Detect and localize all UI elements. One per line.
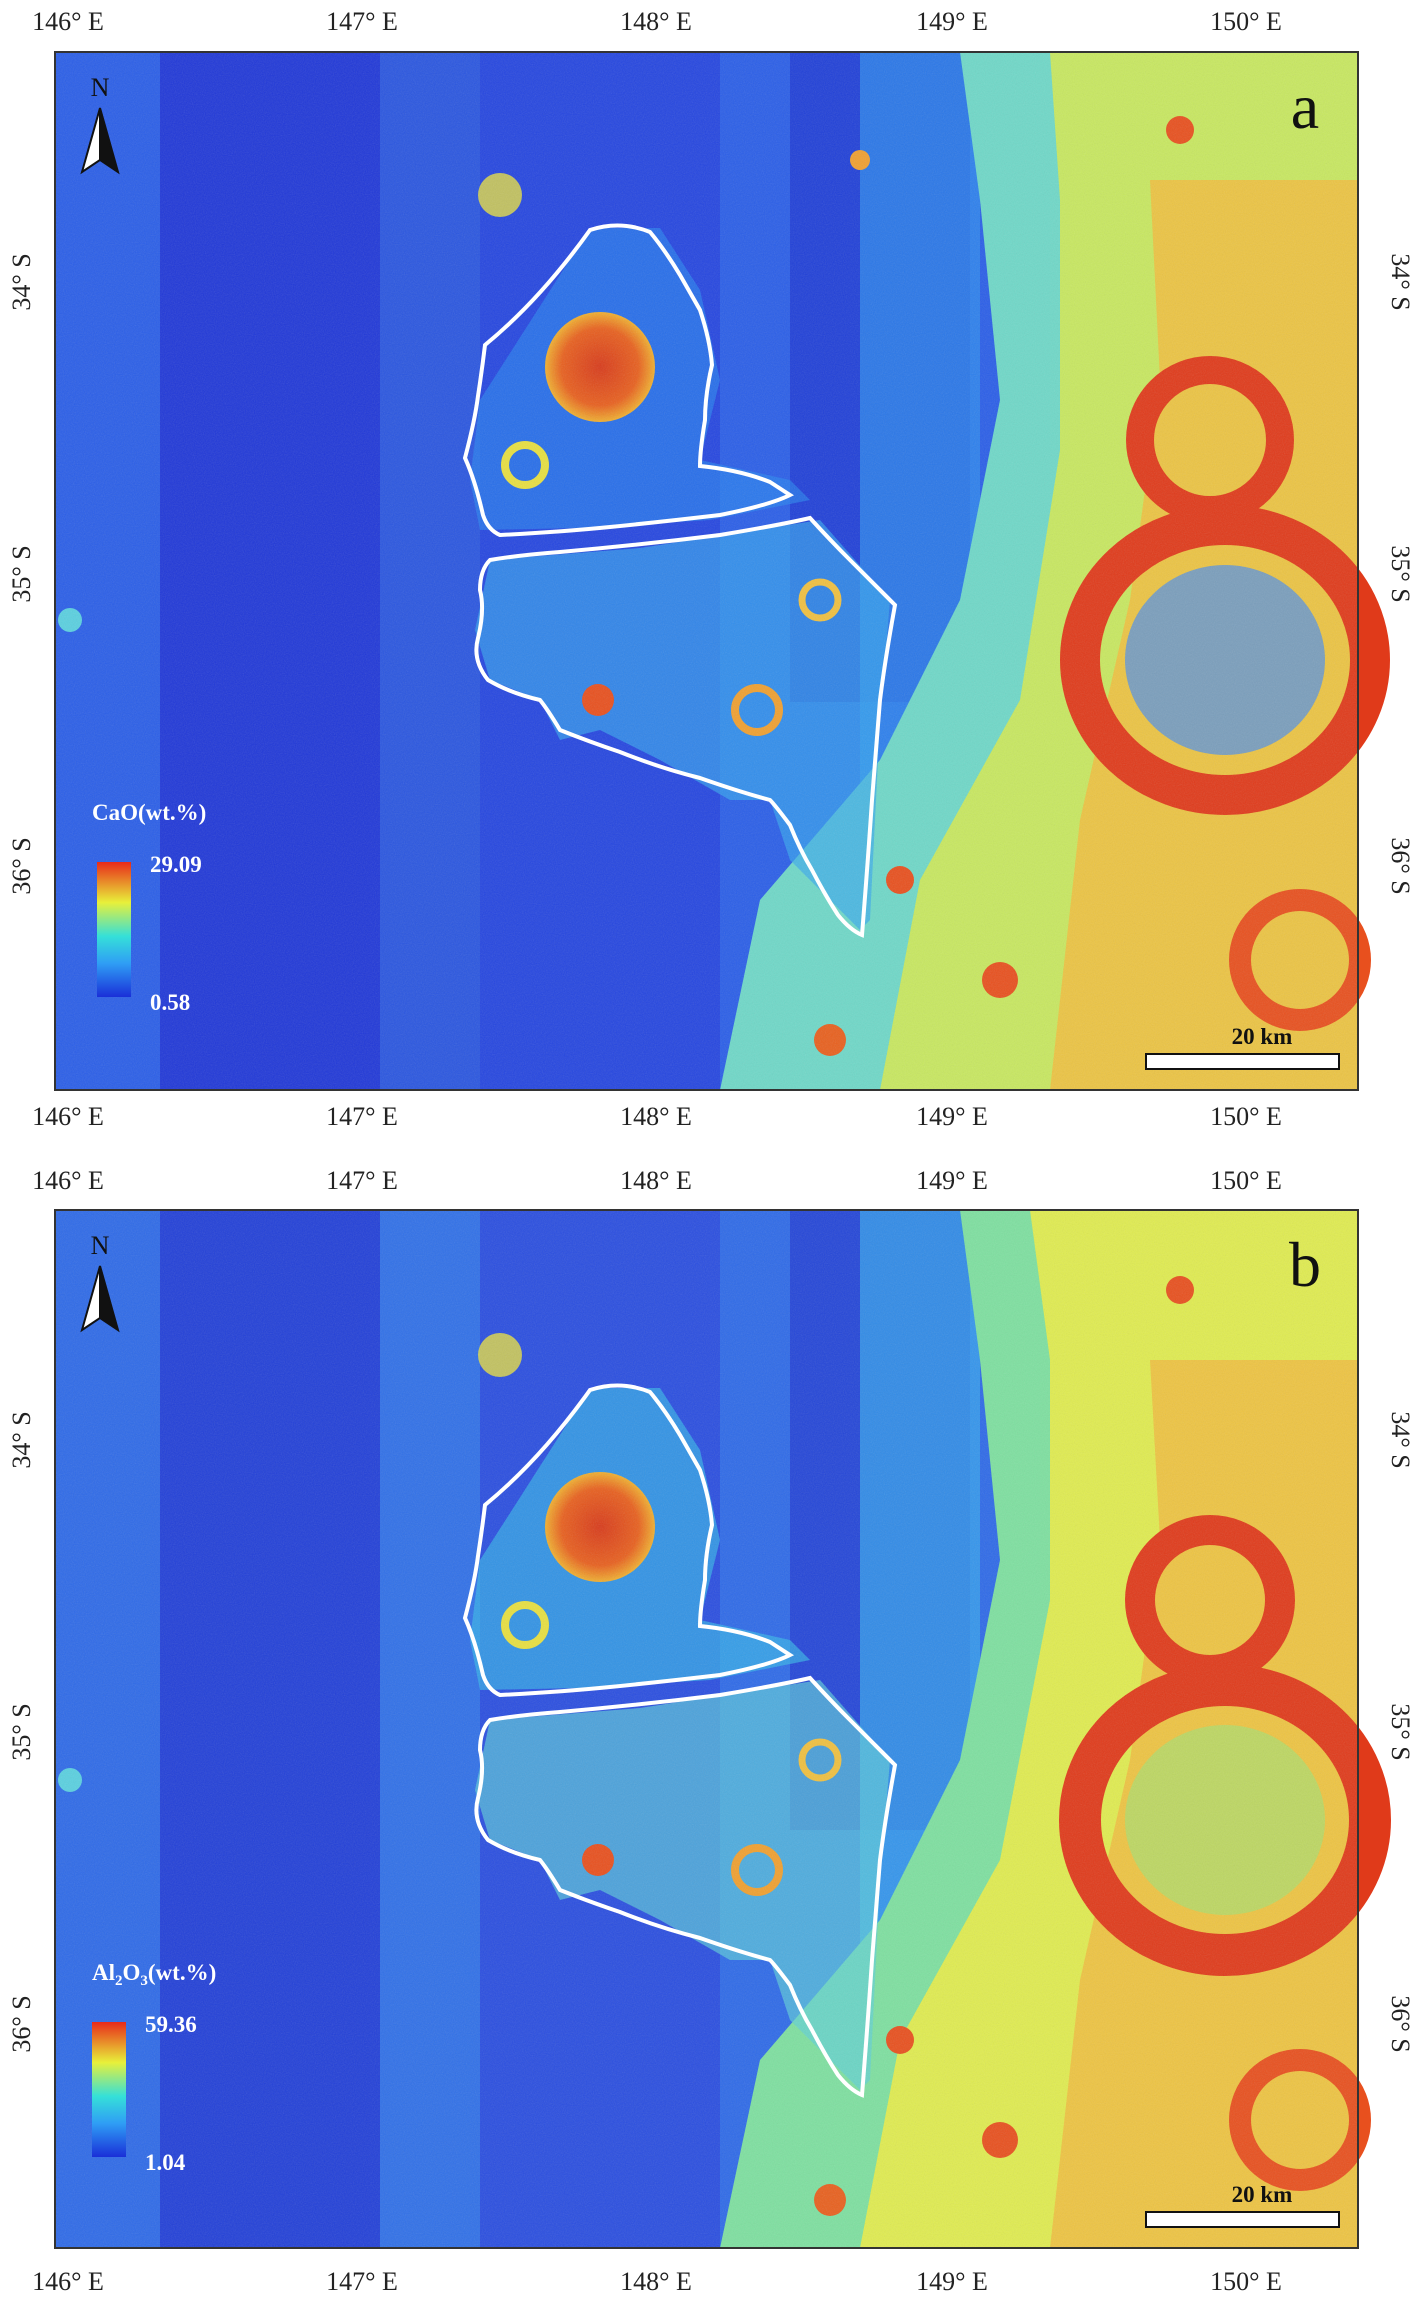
legend-title: CaO(wt.%): [92, 800, 206, 825]
lon-tick: 150° E: [1210, 2267, 1282, 2296]
panel-label: a: [1291, 71, 1319, 142]
lat-tick: 36° S: [1386, 837, 1415, 894]
lon-tick: 148° E: [620, 1166, 692, 1195]
lon-tick: 146° E: [32, 1102, 104, 1131]
lon-tick: 150° E: [1210, 1166, 1282, 1195]
lat-tick: 36° S: [7, 1995, 36, 2052]
north-label: N: [91, 1231, 110, 1260]
lon-tick: 148° E: [620, 2267, 692, 2296]
panel-a-bottom-lon-ticks: 146° E 147° E 148° E 149° E 150° E: [32, 1102, 1282, 1131]
lon-tick: 148° E: [620, 1102, 692, 1131]
panel-a-left-lat-ticks: 34° S 35° S 36° S: [7, 253, 36, 894]
panel-a: 146° E 147° E 148° E 149° E 150° E: [7, 7, 1415, 1131]
legend-max: 29.09: [150, 852, 202, 877]
legend: CaO(wt.%) 29.09 0.58: [92, 800, 206, 1015]
north-arrow-icon: N: [80, 73, 120, 175]
study-region-outline: [462, 223, 795, 538]
panel-a-top-lon-ticks: 146° E 147° E 148° E 149° E 150° E: [32, 7, 1282, 36]
lat-tick: 35° S: [1386, 545, 1415, 602]
lat-tick: 34° S: [7, 253, 36, 310]
lat-tick: 36° S: [7, 837, 36, 894]
panel-b-left-lat-ticks: 34° S 35° S 36° S: [7, 1411, 36, 2052]
panel-b: 146° E 147° E 148° E 149° E 150° E: [7, 1166, 1415, 2296]
lon-tick: 149° E: [916, 1166, 988, 1195]
lat-tick: 36° S: [1386, 1995, 1415, 2052]
panel-b-right-lat-ticks: 34° S 35° S 36° S: [1386, 1411, 1415, 2052]
lon-tick: 146° E: [32, 2267, 104, 2296]
lon-tick: 150° E: [1210, 1102, 1282, 1131]
legend-min: 0.58: [150, 990, 190, 1015]
lon-tick: 149° E: [916, 1102, 988, 1131]
panel-a-frame: [54, 51, 1359, 1091]
lon-tick: 150° E: [1210, 7, 1282, 36]
legend-colorbar: [97, 862, 131, 997]
lat-tick: 34° S: [1386, 1411, 1415, 1468]
lon-tick: 149° E: [916, 2267, 988, 2296]
lon-tick: 149° E: [916, 7, 988, 36]
lon-tick: 146° E: [32, 7, 104, 36]
lon-tick: 148° E: [620, 7, 692, 36]
panel-a-right-lat-ticks: 34° S 35° S 36° S: [1386, 253, 1415, 894]
lon-tick: 147° E: [326, 1166, 398, 1195]
scale-bar: 20 km: [1145, 2182, 1340, 2228]
panel-b-map: [55, 1210, 1391, 2248]
legend-min: 1.04: [145, 2150, 186, 2175]
legend-colorbar: [92, 2022, 126, 2157]
lon-tick: 146° E: [32, 1166, 104, 1195]
panel-b-top-lon-ticks: 146° E 147° E 148° E 149° E 150° E: [32, 1166, 1282, 1195]
lat-tick: 34° S: [7, 1411, 36, 1468]
lon-tick: 147° E: [326, 1102, 398, 1131]
scale-bar-label: 20 km: [1232, 2182, 1293, 2207]
study-region-outline: [474, 515, 898, 938]
study-region-outline: [474, 1675, 898, 2098]
panel-label: b: [1289, 1229, 1321, 1300]
lon-tick: 147° E: [326, 7, 398, 36]
study-region-outline: [462, 1383, 795, 1698]
lon-tick: 147° E: [326, 2267, 398, 2296]
scale-bar-label: 20 km: [1232, 1024, 1293, 1049]
lat-tick: 34° S: [1386, 253, 1415, 310]
north-arrow-icon: N: [80, 1231, 120, 1333]
panel-a-map: [55, 52, 1390, 1090]
panel-b-bottom-lon-ticks: 146° E 147° E 148° E 149° E 150° E: [32, 2267, 1282, 2296]
north-label: N: [91, 73, 110, 102]
lat-tick: 35° S: [1386, 1703, 1415, 1760]
panel-b-frame: [54, 1209, 1359, 2249]
lat-tick: 35° S: [7, 545, 36, 602]
scale-bar: 20 km: [1145, 1024, 1340, 1070]
legend-title: Al2O3(wt.%): [92, 1960, 216, 1989]
legend-max: 59.36: [145, 2012, 197, 2037]
legend: Al2O3(wt.%) 59.36 1.04: [92, 1960, 216, 2175]
lat-tick: 35° S: [7, 1703, 36, 1760]
